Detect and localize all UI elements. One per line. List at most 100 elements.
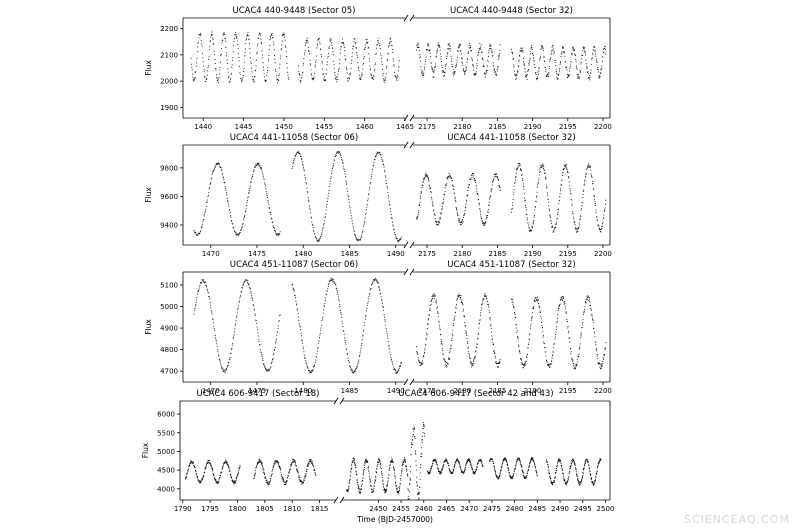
data-point	[391, 457, 393, 459]
data-point	[412, 436, 414, 438]
data-point	[322, 228, 324, 230]
data-point	[526, 356, 528, 358]
data-point	[208, 191, 210, 194]
data-point	[314, 364, 316, 366]
data-point	[256, 162, 258, 165]
data-point	[581, 326, 583, 328]
data-point	[566, 69, 568, 71]
data-point	[517, 70, 519, 72]
data-point	[317, 347, 319, 349]
data-point	[195, 71, 197, 73]
data-point	[441, 347, 443, 349]
data-point	[372, 490, 374, 492]
data-point	[463, 470, 465, 473]
data-point	[335, 284, 337, 286]
data-point	[220, 364, 222, 366]
data-point	[214, 334, 216, 336]
data-point	[257, 335, 259, 337]
data-point	[251, 76, 253, 78]
data-point	[213, 169, 215, 171]
data-point	[229, 358, 231, 360]
data-point	[351, 59, 353, 61]
data-point	[233, 336, 235, 338]
data-point	[315, 356, 318, 358]
data-point	[229, 209, 231, 211]
data-point	[408, 483, 410, 486]
panel-title: UCAC4 451-11087 (Sector 32)	[447, 260, 575, 270]
data-point	[563, 303, 565, 305]
data-point	[481, 51, 483, 53]
data-point	[417, 493, 419, 495]
data-point	[559, 67, 561, 69]
data-point	[234, 231, 236, 233]
data-point	[215, 478, 217, 480]
y-tick-label: 4900	[160, 325, 178, 333]
data-point	[600, 72, 602, 75]
data-point	[379, 459, 381, 461]
data-point	[301, 158, 303, 161]
data-point	[584, 306, 586, 308]
data-point	[467, 58, 469, 60]
data-point	[240, 78, 242, 80]
data-point	[575, 65, 577, 67]
data-point	[323, 305, 326, 307]
data-point	[387, 481, 389, 483]
data-point	[212, 322, 214, 324]
data-point	[377, 463, 379, 466]
data-point	[533, 305, 535, 307]
data-point	[451, 180, 453, 182]
data-point	[211, 311, 213, 313]
data-point	[469, 43, 471, 45]
data-point	[576, 358, 578, 360]
data-point	[577, 77, 579, 79]
data-point	[236, 315, 238, 317]
data-point	[593, 331, 595, 333]
data-point	[439, 329, 441, 331]
data-point	[466, 341, 468, 343]
data-point	[243, 70, 245, 73]
data-point	[349, 475, 352, 478]
panel-3-right: UCAC4 451-11087 (Sector 32)2175 2180 2185 2…	[415, 260, 612, 395]
data-point	[371, 283, 373, 286]
data-point	[567, 478, 569, 480]
data-point	[295, 153, 297, 155]
data-point	[584, 464, 586, 466]
data-point	[255, 69, 257, 71]
data-point	[436, 302, 438, 304]
data-point	[479, 209, 481, 211]
data-point	[461, 61, 463, 63]
data-point	[466, 461, 469, 463]
data-point	[535, 201, 537, 203]
data-point	[541, 45, 544, 47]
data-point	[493, 466, 495, 468]
data-point	[514, 311, 516, 314]
data-point	[245, 39, 247, 41]
data-point	[385, 73, 387, 75]
data-point	[481, 303, 483, 306]
data-point	[195, 304, 197, 306]
data-point	[256, 322, 258, 325]
data-point	[515, 462, 517, 464]
data-point	[306, 191, 308, 193]
data-point	[225, 188, 227, 190]
data-point	[347, 77, 349, 80]
data-point	[258, 34, 260, 36]
data-point	[265, 477, 267, 479]
data-point	[227, 77, 230, 79]
data-point	[243, 67, 245, 69]
data-point	[553, 53, 555, 55]
data-point	[280, 474, 283, 476]
data-point	[495, 361, 497, 363]
data-point	[241, 226, 243, 228]
data-point	[424, 175, 427, 177]
data-point	[325, 209, 327, 211]
data-point	[554, 338, 556, 340]
data-point	[277, 331, 279, 333]
data-point	[478, 204, 481, 206]
data-point	[602, 223, 604, 225]
data-point	[381, 473, 383, 475]
data-point	[580, 209, 582, 211]
data-point	[390, 40, 392, 43]
data-point	[473, 359, 475, 361]
data-point	[498, 477, 500, 479]
